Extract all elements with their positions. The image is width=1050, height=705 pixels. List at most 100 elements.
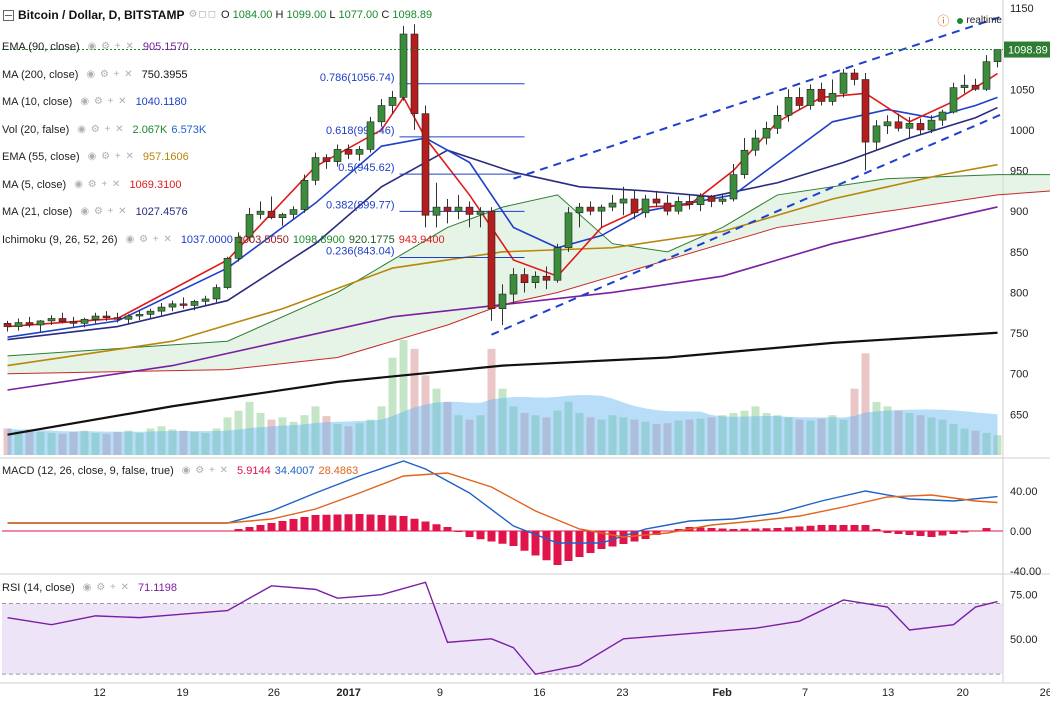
macd-histogram-bar (840, 525, 848, 531)
candle-body (389, 97, 396, 105)
realtime-status[interactable]: ⓘ realtime (937, 12, 1002, 29)
rsi-tick-label: 75.00 (1010, 590, 1038, 602)
indicator-controls-icon[interactable]: ◉ ⚙ + ✕ (84, 150, 139, 164)
macd-signal-value: 28.4863 (314, 464, 358, 478)
macd-histogram-bar (807, 526, 815, 531)
rsi-value: 71.1198 (134, 581, 177, 595)
indicator-name[interactable]: Ichimoku (9, 26, 52, 26) (0, 233, 122, 247)
trend-channel-upper (514, 16, 1004, 179)
macd-tick-label: -40.00 (1010, 566, 1041, 578)
indicator-name[interactable]: Vol (20, false) (0, 123, 73, 137)
time-tick-label: 12 (93, 687, 105, 699)
candle-body (70, 322, 77, 324)
indicator-controls-icon[interactable]: ◉ ⚙ + ✕ (76, 205, 131, 219)
rsi-controls-icon[interactable]: ◉ ⚙ + ✕ (79, 581, 134, 595)
indicator-name[interactable]: MA (21, close) (0, 205, 76, 219)
high-value: 1099.00 (287, 8, 327, 22)
indicator-controls-icon[interactable]: ◉ ⚙ + ✕ (70, 178, 125, 192)
indicator-value: 750.3955 (138, 68, 188, 82)
price-tick-label: 1050 (1010, 84, 1034, 96)
candle-body (664, 203, 671, 211)
candle-body (686, 201, 693, 204)
candle-body (323, 158, 330, 162)
indicator-value: 1027.4576 (132, 205, 188, 219)
indicator-controls-icon[interactable]: ◉ ⚙ + ✕ (76, 95, 131, 109)
macd-histogram-bar (488, 531, 496, 542)
price-tick-label: 650 (1010, 409, 1028, 421)
time-tick-label: 7 (802, 687, 808, 699)
candle-body (983, 62, 990, 90)
indicator-controls-icon[interactable]: ◉ ⚙ + ✕ (84, 40, 139, 54)
candle-body (708, 197, 715, 202)
candle-body (202, 299, 209, 301)
indicator-value: 1037.0000 (177, 233, 233, 247)
rsi-name[interactable]: RSI (14, close) (0, 581, 79, 595)
macd-histogram-bar (378, 515, 386, 531)
fib-level-label: 0.618(991.46) (326, 125, 395, 137)
candle-body (961, 85, 968, 87)
price-tick-label: 850 (1010, 247, 1028, 259)
macd-line-value: 34.4007 (271, 464, 315, 478)
candle-body (411, 34, 418, 114)
candle-body (147, 311, 154, 314)
macd-histogram-bar (411, 519, 419, 531)
candle-body (103, 316, 110, 318)
macd-histogram-bar (510, 531, 518, 546)
header-controls-icon[interactable]: ⚙◻◻ (184, 8, 221, 22)
candle-body (565, 213, 572, 248)
fib-level-label: 0.236(843.04) (326, 245, 395, 257)
candle-body (444, 207, 451, 211)
indicator-name[interactable]: MA (10, close) (0, 95, 76, 109)
candle-body (466, 207, 473, 214)
price-tick-label: 750 (1010, 328, 1028, 340)
alert-icon[interactable]: ⓘ (937, 12, 949, 29)
collapse-icon[interactable] (3, 10, 14, 21)
symbol-title[interactable]: Bitcoin / Dollar, D, BITSTAMP (18, 8, 184, 22)
candle-body (587, 207, 594, 211)
time-tick-label: 20 (957, 687, 969, 699)
candle-body (543, 276, 550, 280)
macd-tick-label: 40.00 (1010, 486, 1038, 498)
candle-body (928, 120, 935, 130)
realtime-label: realtime (966, 15, 1002, 26)
macd-histogram-bar (818, 525, 826, 531)
macd-controls-icon[interactable]: ◉ ⚙ + ✕ (178, 464, 233, 478)
indicator-name[interactable]: EMA (90, close) (0, 40, 84, 54)
candle-body (455, 207, 462, 211)
macd-histogram-bar (906, 531, 914, 535)
high-label: H (275, 8, 283, 22)
indicator-name[interactable]: MA (200, close) (0, 68, 82, 82)
macd-histogram-bar (279, 521, 287, 531)
macd-histogram-bar (554, 531, 562, 565)
macd-histogram-bar (389, 516, 397, 532)
macd-histogram-bar (323, 515, 331, 531)
candle-body (917, 123, 924, 130)
candle-body (312, 158, 319, 181)
candle-body (840, 73, 847, 93)
candle-body (400, 34, 407, 97)
indicator-legend-row: MA (21, close)◉ ⚙ + ✕1027.4576 (0, 205, 188, 219)
price-tick-label: 800 (1010, 287, 1028, 299)
indicator-name[interactable]: MA (5, close) (0, 178, 70, 192)
candle-body (158, 307, 165, 311)
macd-name[interactable]: MACD (12, 26, close, 9, false, true) (0, 464, 178, 478)
candle-body (631, 199, 638, 213)
indicator-legend-row: MA (10, close)◉ ⚙ + ✕1040.1180 (0, 95, 187, 109)
candle-body (796, 97, 803, 105)
macd-histogram-bar (367, 515, 375, 532)
time-tick-label: 2017 (336, 687, 360, 699)
macd-histogram-bar (433, 524, 441, 531)
time-tick-label: 13 (882, 687, 894, 699)
indicator-controls-icon[interactable]: ◉ ⚙ + ✕ (73, 123, 128, 137)
macd-histogram-bar (543, 531, 551, 560)
indicator-name[interactable]: EMA (55, close) (0, 150, 84, 164)
indicator-value: 920.1775 (345, 233, 395, 247)
macd-histogram-bar (444, 527, 452, 531)
candle-body (191, 301, 198, 305)
indicator-controls-icon[interactable]: ◉ ⚙ + ✕ (82, 68, 137, 82)
indicator-value: 2.067K (129, 123, 168, 137)
indicator-controls-icon[interactable]: ◉ ⚙ + ✕ (122, 233, 177, 247)
macd-histogram-bar (477, 531, 485, 539)
candle-body (994, 50, 1001, 62)
candle-body (510, 275, 517, 295)
